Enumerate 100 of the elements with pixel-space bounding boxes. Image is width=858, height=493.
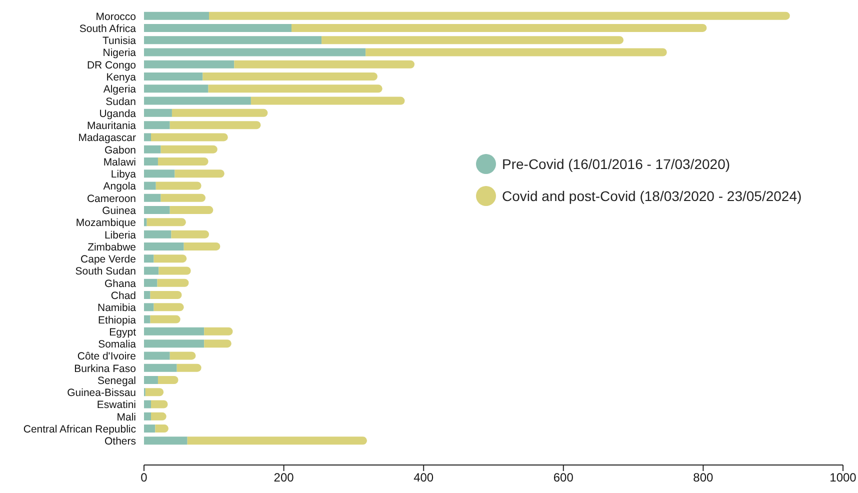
bar <box>144 218 147 226</box>
bar <box>202 72 378 81</box>
bar <box>160 194 206 202</box>
bar <box>322 36 624 44</box>
bar <box>145 388 164 396</box>
bar <box>144 170 175 178</box>
y-tick-label: Algeria <box>103 84 136 96</box>
bar <box>156 182 202 190</box>
bar <box>144 364 177 372</box>
bar <box>176 364 202 372</box>
bar <box>250 96 405 105</box>
y-tick-label: Ghana <box>104 278 136 290</box>
y-tick-label: Eswatini <box>96 399 136 412</box>
y-tick-label: Côte d'Ivoire <box>77 350 136 363</box>
y-tick-label: Liberia <box>104 229 136 242</box>
bar <box>144 182 156 190</box>
x-tick-label: 600 <box>553 470 574 485</box>
bar <box>154 254 187 263</box>
bar <box>144 24 292 32</box>
y-tick-label: Chad <box>110 290 136 302</box>
bar <box>144 108 172 117</box>
bar <box>234 60 415 68</box>
bar <box>208 84 382 93</box>
y-tick-label: South Sudan <box>75 266 136 278</box>
y-tick-label: Somalia <box>98 338 136 351</box>
y-tick-label: Cape Verde <box>80 254 136 266</box>
y-tick-label: Mali <box>116 411 136 424</box>
y-tick-label: Angola <box>103 180 136 193</box>
bar <box>187 436 367 445</box>
legend-label: Pre-Covid (16/01/2016 - 17/03/2020) <box>502 156 730 172</box>
bar <box>144 412 151 420</box>
bar <box>204 327 233 336</box>
bar <box>170 121 261 130</box>
bar <box>150 412 166 420</box>
x-tick-label: 0 <box>140 470 148 485</box>
bar <box>170 352 196 360</box>
legend-label: Covid and post-Covid (18/03/2020 - 23/05/2024) <box>502 188 802 204</box>
y-tick-label: Malawi <box>103 156 136 168</box>
bar <box>144 36 322 44</box>
bar <box>144 121 170 130</box>
y-tick-label: South Africa <box>79 22 136 35</box>
x-tick-label: 1000 <box>830 470 857 485</box>
bar <box>291 24 707 32</box>
bar <box>144 436 188 445</box>
bar <box>144 266 159 275</box>
bar <box>366 48 667 56</box>
y-tick-label: Uganda <box>99 108 136 120</box>
bar <box>170 206 214 214</box>
bar <box>144 133 151 142</box>
bar <box>144 303 154 312</box>
y-tick-label: Others <box>104 436 136 448</box>
bar <box>144 424 156 433</box>
y-tick-label: Egypt <box>109 326 136 338</box>
x-tick-label: 200 <box>274 470 294 485</box>
bar <box>144 315 150 324</box>
y-tick-label: Senegal <box>97 374 136 387</box>
bar <box>144 194 161 202</box>
bar <box>144 242 184 250</box>
y-tick-label: Central African Republic <box>23 424 136 436</box>
bar <box>144 254 154 263</box>
bar <box>144 84 208 93</box>
bar <box>144 157 158 166</box>
bar <box>150 133 228 142</box>
bar <box>144 206 170 214</box>
y-tick-label: Morocco <box>96 10 136 23</box>
bar <box>144 327 204 336</box>
y-tick-label: Tunisia <box>102 35 136 48</box>
bar <box>158 157 208 166</box>
bar <box>158 376 178 384</box>
bar <box>150 315 180 324</box>
bar <box>144 12 210 20</box>
y-tick-label: Namibia <box>97 302 136 314</box>
bar <box>150 291 182 300</box>
y-tick-label: Madagascar <box>78 132 137 144</box>
bar <box>144 230 172 238</box>
bar <box>144 291 150 300</box>
bar <box>204 340 232 348</box>
y-tick-label: Gabon <box>104 144 136 156</box>
y-tick-label: Mauritania <box>86 120 136 132</box>
y-tick-label: Libya <box>110 168 136 181</box>
bar <box>150 400 168 408</box>
bar <box>144 278 158 287</box>
y-tick-label: Zimbabwe <box>88 241 136 254</box>
bar <box>160 145 218 154</box>
bar <box>144 145 161 154</box>
bar <box>154 303 184 312</box>
y-tick-label: DR Congo <box>86 59 136 72</box>
bar <box>144 340 204 348</box>
bar <box>144 400 151 408</box>
y-tick-label: Kenya <box>106 71 136 84</box>
y-tick-label: Cameroon <box>86 192 136 205</box>
bar <box>144 72 203 81</box>
bar <box>144 352 170 360</box>
bar <box>209 12 790 20</box>
y-tick-label: Guinea-Bissau <box>67 387 136 400</box>
bar <box>174 170 224 178</box>
bar <box>184 242 220 250</box>
bar <box>144 376 158 384</box>
y-tick-label: Guinea <box>102 205 136 218</box>
bar <box>144 96 251 105</box>
